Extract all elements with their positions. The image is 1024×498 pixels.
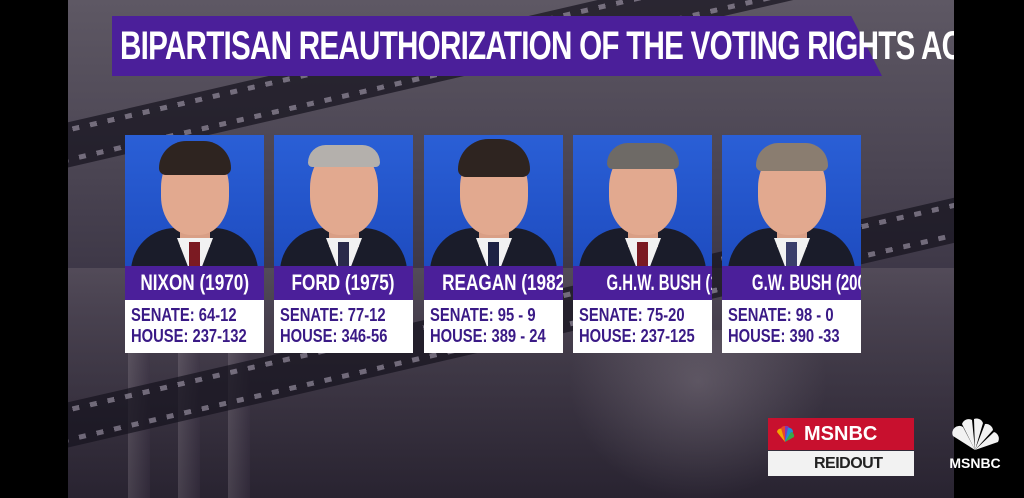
president-card-reagan: REAGAN (1982) SENATE: 95 - 9 HOUSE: 389 … [424,135,563,353]
vote-tally: SENATE: 75-20 HOUSE: 237-125 [573,300,712,353]
house-vote: HOUSE: 389 - 24 [430,326,546,346]
president-card-gw-bush: G.W. BUSH (2006) SENATE: 98 - 0 HOUSE: 3… [722,135,861,353]
president-photo [274,135,413,266]
senate-vote: SENATE: 75-20 [579,305,685,325]
senate-vote: SENATE: 98 - 0 [728,305,834,325]
msnbc-logo: MSNBC [768,418,914,450]
president-name-label: G.H.W. BUSH (1992) [573,266,712,300]
president-card-nixon: NIXON (1970) SENATE: 64-12 HOUSE: 237-13… [125,135,264,353]
president-photo [573,135,712,266]
peacock-icon [952,418,999,450]
network-watermark: MSNBC [940,418,1010,474]
president-name-label: FORD (1975) [274,266,413,300]
senate-vote: SENATE: 95 - 9 [430,305,536,325]
president-photo [125,135,264,266]
watermark-text: MSNBC [949,455,1001,471]
house-vote: HOUSE: 237-132 [131,326,247,346]
president-card-ford: FORD (1975) SENATE: 77-12 HOUSE: 346-56 [274,135,413,353]
show-logo-text: REIDOUT [814,455,883,472]
senate-vote: SENATE: 77-12 [280,305,386,325]
vote-tally: SENATE: 95 - 9 HOUSE: 389 - 24 [424,300,563,353]
vote-tally: SENATE: 77-12 HOUSE: 346-56 [274,300,413,353]
title-banner [112,16,882,76]
peacock-icon [777,425,795,442]
president-name-label: REAGAN (1982) [424,266,563,300]
house-vote: HOUSE: 390 -33 [728,326,840,346]
msnbc-logo-text: MSNBC [804,423,878,445]
president-photo [424,135,563,266]
president-card-ghw-bush: G.H.W. BUSH (1992) SENATE: 75-20 HOUSE: … [573,135,712,353]
graphic-title: BIPARTISAN REAUTHORIZATION OF THE VOTING… [120,24,954,68]
senate-vote: SENATE: 64-12 [131,305,237,325]
president-name-label: NIXON (1970) [125,266,264,300]
house-vote: HOUSE: 346-56 [280,326,388,346]
president-photo [722,135,861,266]
president-name-label: G.W. BUSH (2006) [722,266,861,300]
vote-tally: SENATE: 98 - 0 HOUSE: 390 -33 [722,300,861,353]
house-vote: HOUSE: 237-125 [579,326,695,346]
show-logo: REIDOUT [768,451,914,476]
vote-tally: SENATE: 64-12 HOUSE: 237-132 [125,300,264,353]
